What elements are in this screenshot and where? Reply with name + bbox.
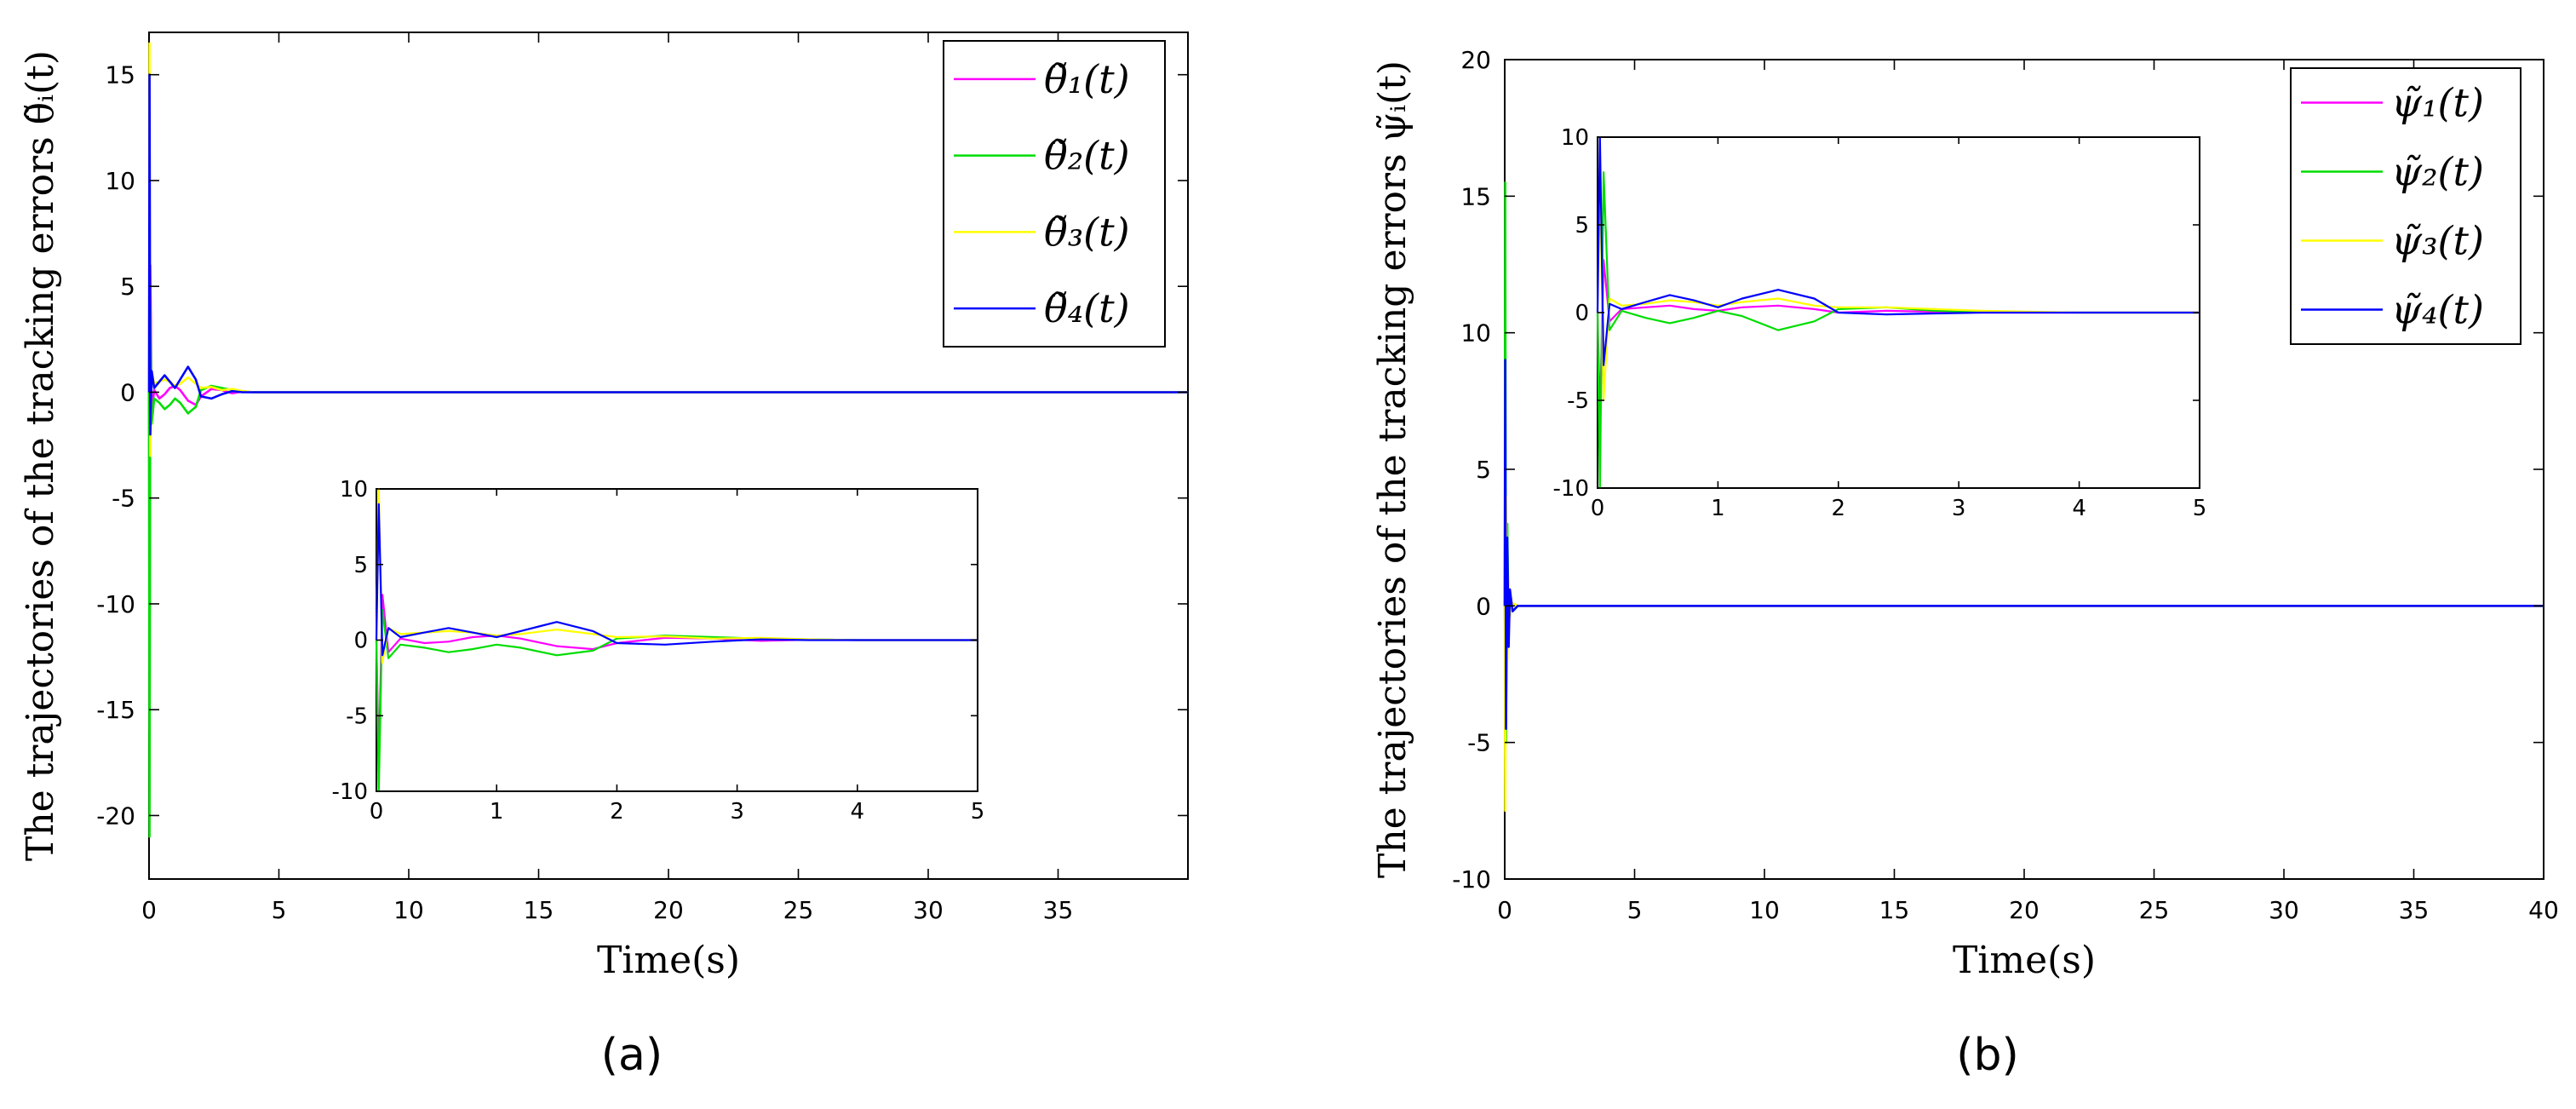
y-tick-label: -10 [96, 590, 135, 618]
x-tick-label: 15 [1879, 896, 1910, 924]
y-tick-label: -5 [1467, 729, 1491, 757]
inset-x-tick-label: 0 [1591, 496, 1605, 521]
inset-x-tick-label: 2 [1832, 496, 1846, 521]
inset-chart: 0 1 2 3 4 5 -10 -5 0 5 10 [1553, 125, 2207, 521]
x-tick-label: 30 [2269, 896, 2299, 924]
inset-x-tick-label: 5 [2193, 496, 2207, 521]
x-tick-label: 0 [1497, 896, 1512, 924]
x-tick-label: 20 [653, 896, 684, 924]
y-axis-label: The trajectories of the tracking errors … [1371, 60, 1414, 878]
legend-label-2: θ̃₂(t) [1044, 133, 1130, 179]
legend-box [2290, 67, 2521, 345]
legend-label-2: ψ̃₂(t) [2391, 149, 2484, 195]
chart-panel-b: 0 5 10 15 20 25 30 35 40-10-505101520Time(s)The … [1371, 46, 2559, 1081]
x-tick-label: 40 [2528, 896, 2559, 924]
inset-x-tick-label: 2 [610, 799, 624, 825]
legend-label-4: ψ̃₄(t) [2391, 287, 2484, 333]
y-tick-label: -10 [1452, 865, 1491, 894]
inset-y-tick-label: 10 [1561, 125, 1589, 151]
inset-y-tick-label: 10 [340, 477, 368, 503]
legend-label-3: ψ̃₃(t) [2391, 218, 2484, 264]
legend: θ̃₁(t) θ̃₂(t) θ̃₃(t) θ̃₄(t) [943, 40, 1166, 348]
y-tick-label: 10 [1460, 319, 1491, 348]
inset-y-tick-label: -5 [1567, 388, 1589, 414]
inset-x-tick-label: 4 [851, 799, 865, 825]
inset-y-tick-label: 5 [353, 553, 368, 578]
y-tick-label: 15 [105, 61, 135, 89]
legend-label-4: θ̃₄(t) [1044, 285, 1130, 331]
x-tick-label: 35 [2399, 896, 2430, 924]
inset-x-tick-label: 1 [1711, 496, 1725, 521]
inset-y-tick-label: -10 [1553, 476, 1589, 502]
inset-series-line-3 [1596, 171, 2200, 402]
x-tick-label: 25 [783, 896, 814, 924]
legend-label-3: θ̃₃(t) [1044, 209, 1130, 255]
y-axis-label: The trajectories of the tracking errors … [19, 50, 62, 861]
series-line-4 [147, 73, 1188, 436]
inset-chart: 0 1 2 3 4 5 -10 -5 0 5 10 [332, 477, 985, 825]
inset-x-tick-label: 3 [1952, 496, 1966, 521]
inset-y-tick-label: -10 [332, 779, 368, 805]
y-tick-label: 0 [1476, 592, 1491, 620]
inset-series-line-4 [375, 503, 978, 657]
panel-caption: (b) [1956, 1030, 2019, 1081]
legend-label-1: θ̃₁(t) [1044, 56, 1130, 102]
y-tick-label: 0 [120, 378, 135, 406]
y-tick-label: -20 [96, 802, 135, 830]
inset-y-tick-label: -5 [346, 704, 368, 729]
x-tick-label: 15 [524, 896, 554, 924]
x-tick-label: 30 [913, 896, 944, 924]
inset-y-tick-label: 0 [1575, 301, 1589, 326]
x-tick-label: 25 [2139, 896, 2170, 924]
legend: ψ̃₁(t) ψ̃₂(t) ψ̃₃(t) ψ̃₄(t) [2290, 67, 2521, 345]
y-tick-label: 5 [120, 273, 135, 301]
y-tick-label: 10 [105, 167, 135, 195]
inset-y-tick-label: 0 [353, 629, 368, 654]
inset-x-tick-label: 0 [370, 799, 384, 825]
y-tick-label: 5 [1476, 456, 1491, 484]
x-axis-label: Time(s) [1953, 939, 2096, 982]
x-tick-label: 0 [141, 896, 157, 924]
x-tick-label: 5 [272, 896, 287, 924]
inset-x-tick-label: 5 [971, 799, 985, 825]
y-tick-label: 15 [1460, 182, 1491, 210]
legend-box [943, 40, 1166, 348]
inset-x-tick-label: 3 [730, 799, 744, 825]
x-axis-label: Time(s) [597, 939, 740, 982]
inset-y-tick-label: 5 [1575, 213, 1589, 238]
x-tick-label: 20 [2009, 896, 2040, 924]
x-tick-label: 10 [1749, 896, 1780, 924]
panel-caption: (a) [601, 1030, 663, 1081]
x-tick-label: 10 [393, 896, 424, 924]
y-tick-label: -15 [96, 696, 135, 724]
y-tick-label: 20 [1460, 46, 1491, 74]
legend-label-1: ψ̃₁(t) [2391, 80, 2484, 126]
inset-series-line-4 [1596, 135, 2200, 366]
inset-x-tick-label: 1 [490, 799, 504, 825]
x-tick-label: 5 [1627, 896, 1643, 924]
x-tick-label: 35 [1043, 896, 1074, 924]
chart-panel-a: 0 5 10 15 20 25 30 35-20-15-10-5051015Time(s)Th… [19, 32, 1189, 1081]
inset-x-tick-label: 4 [2072, 496, 2086, 521]
y-tick-label: -5 [112, 485, 135, 513]
